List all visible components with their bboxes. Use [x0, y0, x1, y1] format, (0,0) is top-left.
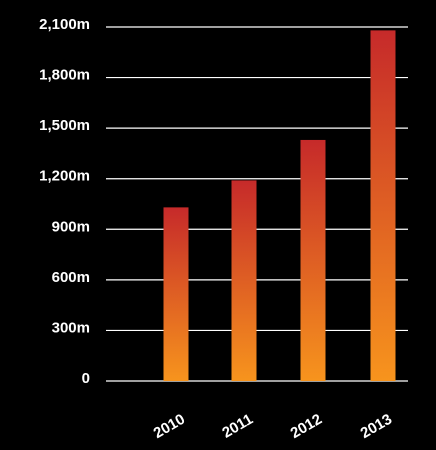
x-tick-label: 2011	[219, 411, 256, 442]
y-tick-label: 300m	[52, 319, 90, 336]
y-tick-label: 900m	[52, 218, 90, 235]
y-tick-label: 1,800m	[39, 67, 90, 84]
bar-2013	[370, 30, 396, 381]
x-axis-tick-labels: 2010 2011 2012 2013	[151, 411, 395, 442]
y-tick-label: 1,200m	[39, 168, 90, 185]
bars	[163, 30, 396, 381]
x-tick-label: 2013	[358, 411, 395, 442]
x-tick-label: 2012	[288, 411, 325, 442]
gridlines	[106, 26, 408, 382]
y-tick-label: 0	[82, 370, 90, 387]
bar-2010	[163, 207, 189, 381]
y-axis-tick-labels: 0 300m 600m 900m 1,200m 1,500m 1,800m 2,100m	[39, 16, 90, 387]
y-tick-label: 600m	[52, 269, 90, 286]
bar-2012	[300, 139, 326, 381]
x-tick-label: 2010	[151, 411, 188, 442]
y-tick-label: 2,100m	[39, 16, 90, 33]
y-tick-label: 1,500m	[39, 117, 90, 134]
bar-2011	[231, 180, 257, 381]
